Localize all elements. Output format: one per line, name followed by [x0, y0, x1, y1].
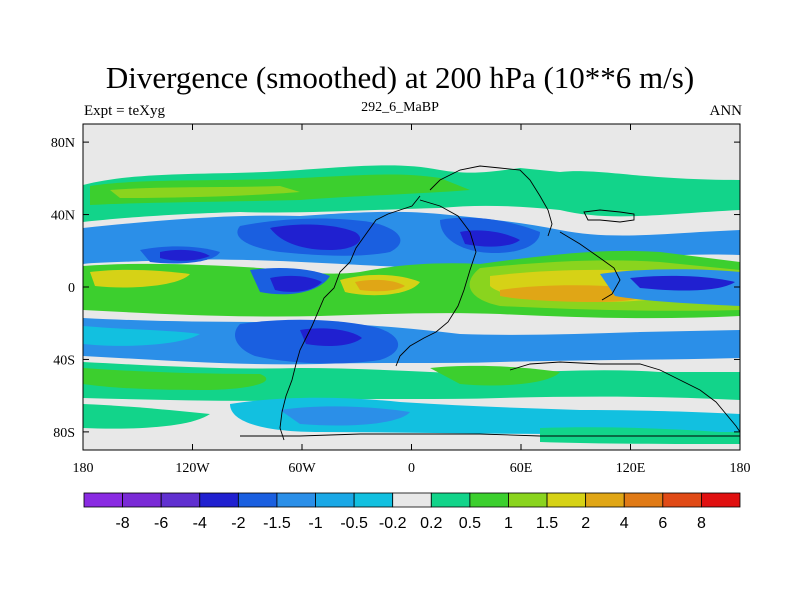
coastline-australia	[509, 361, 740, 433]
colorbar-swatch	[430, 492, 471, 508]
contour-fill	[355, 279, 405, 292]
colorbar-label: 0.5	[459, 515, 481, 532]
contour-fill	[280, 406, 410, 426]
colorbar-swatch	[237, 492, 278, 508]
colorbar-swatch	[469, 492, 509, 508]
colorbar: -8 -6 -4 -2 -1.5 -1 -0.5 -0.2 0.2 0.5 1 1.5 2 4 6 8	[83, 492, 741, 532]
contour-fill	[83, 362, 740, 401]
experiment-label: Expt = teXyg	[84, 103, 165, 119]
y-tick-label: 40N	[51, 209, 75, 224]
colorbar-label: 0.2	[420, 515, 442, 532]
colorbar-label: 2	[581, 515, 590, 532]
coastlines	[240, 165, 740, 441]
colorbar-label: -1.5	[263, 515, 291, 532]
colorbar-swatch	[585, 492, 625, 508]
coastline-asia	[559, 209, 635, 301]
colorbar-label: -4	[193, 515, 207, 532]
colorbar-swatch	[508, 492, 548, 508]
contour-fill	[83, 165, 740, 222]
colorbar-label: -0.2	[379, 515, 407, 532]
contour-fill	[460, 230, 520, 247]
x-tick-label: 180	[73, 461, 94, 476]
x-tick-label: 180	[730, 461, 751, 476]
colorbar-swatch	[160, 492, 201, 508]
colorbar-swatch	[546, 492, 587, 508]
colorbar-swatch	[122, 492, 162, 508]
y-tick-label: 0	[68, 281, 75, 296]
colorbar-swatch	[392, 492, 432, 508]
y-axis: 80N 40N 0 40S 80S	[51, 136, 740, 441]
colorbar-label: 1.5	[536, 515, 558, 532]
x-axis: 180 120W 60W 0 60E 120E 180	[73, 124, 751, 476]
coastline-africa	[395, 199, 477, 367]
colorbar-swatch	[662, 492, 702, 508]
contour-fill	[270, 275, 322, 292]
contour-fill	[110, 186, 300, 198]
colorbar-label: 1	[504, 515, 513, 532]
colorbar-swatch	[276, 492, 316, 508]
y-tick-label: 80S	[53, 426, 75, 441]
colorbar-label: -0.5	[340, 515, 368, 532]
x-tick-label: 120W	[175, 461, 210, 476]
contour-fill	[300, 328, 362, 346]
y-tick-label: 40S	[53, 353, 75, 368]
colorbar-label: -6	[154, 515, 168, 532]
colorbar-swatch	[701, 492, 741, 508]
x-tick-label: 60W	[288, 461, 316, 476]
y-tick-label: 80N	[51, 136, 75, 151]
colorbar-swatch	[315, 492, 355, 508]
contour-fill	[270, 224, 361, 250]
contour-fill	[83, 326, 200, 346]
colorbar-swatch	[199, 492, 239, 508]
colorbar-label: -8	[115, 515, 129, 532]
contour-fill	[83, 368, 267, 390]
colorbar-label: 8	[697, 515, 706, 532]
colorbar-swatch	[623, 492, 664, 508]
colorbar-swatch	[353, 492, 394, 508]
contour-fill	[430, 365, 560, 386]
contour-fill	[90, 269, 190, 288]
x-tick-label: 0	[408, 461, 415, 476]
coastline-antarctic	[240, 433, 740, 437]
contour-fill	[160, 249, 210, 261]
plot-title: Divergence (smoothed) at 200 hPa (10**6 …	[105, 60, 695, 95]
contour-fill	[83, 404, 210, 429]
colorbar-label: 6	[658, 515, 667, 532]
x-tick-label: 120E	[616, 461, 646, 476]
season-label: ANN	[709, 103, 743, 119]
colorbar-swatch	[83, 492, 123, 508]
colorbar-label: 4	[620, 515, 629, 532]
x-tick-label: 60E	[510, 461, 533, 476]
colorbar-label: -1	[308, 515, 322, 532]
colorbar-label: -2	[231, 515, 245, 532]
contour-fill	[630, 275, 735, 291]
coastline-americas	[279, 165, 553, 441]
run-label: 292_6_MaBP	[361, 100, 439, 115]
